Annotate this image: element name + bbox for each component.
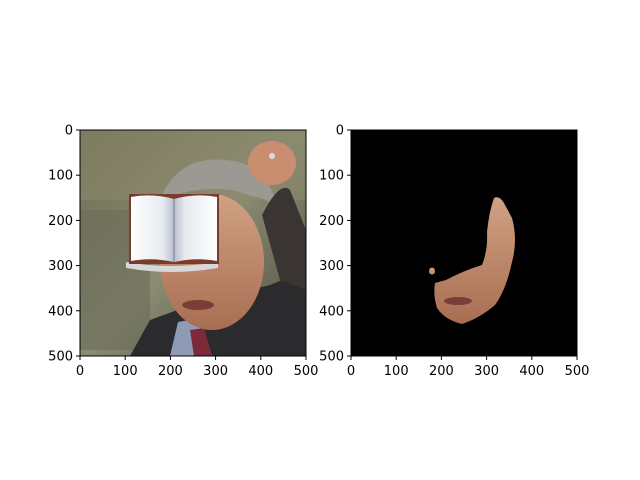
mask-panel (351, 130, 577, 356)
left-x-tick-label-0: 0 (76, 364, 84, 379)
right-x-tick-label-200: 200 (429, 364, 454, 379)
photo-frame (79, 129, 307, 357)
right-y-tick-label-200: 200 (319, 214, 344, 229)
visible-face-region (434, 197, 515, 324)
photo-panel (80, 130, 306, 356)
left-x-tick-label-300: 300 (203, 364, 228, 379)
right-x-tick-label-0: 0 (347, 364, 355, 379)
left-x-tick-label-100: 100 (113, 364, 138, 379)
mask-speck (429, 267, 435, 275)
right-x-tick-label-300: 300 (474, 364, 499, 379)
tie (190, 328, 212, 356)
left-y-tick-label-100: 100 (48, 169, 73, 184)
right-x-tick-label-500: 500 (565, 364, 590, 379)
raised-fist (248, 141, 296, 185)
right-y-tick-label-100: 100 (319, 169, 344, 184)
book-right-page (174, 195, 217, 262)
mouth (182, 300, 214, 310)
raised-arm (262, 187, 306, 290)
right-y-tick-label-300: 300 (319, 259, 344, 274)
left-x-tick-label-200: 200 (158, 364, 183, 379)
mask-frame (350, 129, 578, 357)
right-x-tick-label-400: 400 (519, 364, 544, 379)
left-y-tick-label-500: 500 (48, 350, 73, 365)
left-y-tick-label-300: 300 (48, 259, 73, 274)
left-y-tick-label-0: 0 (65, 124, 73, 139)
right-x-tick-label-100: 100 (384, 364, 409, 379)
right-y-tick-label-500: 500 (319, 350, 344, 365)
ring (269, 153, 275, 159)
left-y-tick-label-200: 200 (48, 214, 73, 229)
left-x-tick-label-400: 400 (248, 364, 273, 379)
book-shadow (126, 262, 218, 272)
open-book-overlay (126, 194, 219, 272)
right-y-tick-label-400: 400 (319, 304, 344, 319)
left-x-tick-label-500: 500 (294, 364, 319, 379)
left-y-tick-label-400: 400 (48, 304, 73, 319)
book-left-page (131, 195, 174, 262)
mask-mouth (444, 297, 472, 305)
hair (158, 159, 278, 210)
right-y-tick-label-0: 0 (336, 124, 344, 139)
